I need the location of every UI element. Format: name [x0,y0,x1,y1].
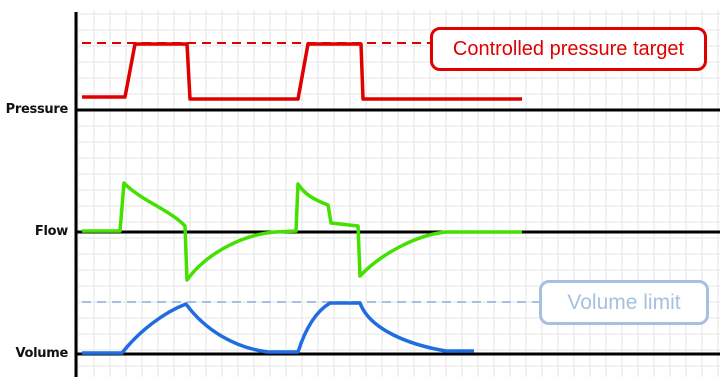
volume-waveform [82,301,474,355]
flow-waveform [82,181,522,282]
volume-axis-label: Volume [15,346,68,361]
volume-limit-callout: Volume limit [539,280,709,325]
flow-axis-label: Flow [34,224,68,239]
pressure-axis-label: Pressure [5,102,69,117]
pressure-waveform [82,42,522,101]
pressure-target-text: Controlled pressure target [452,37,685,60]
volume-limit-text: Volume limit [567,290,681,314]
pressure-target-callout: Controlled pressure target [430,27,707,71]
